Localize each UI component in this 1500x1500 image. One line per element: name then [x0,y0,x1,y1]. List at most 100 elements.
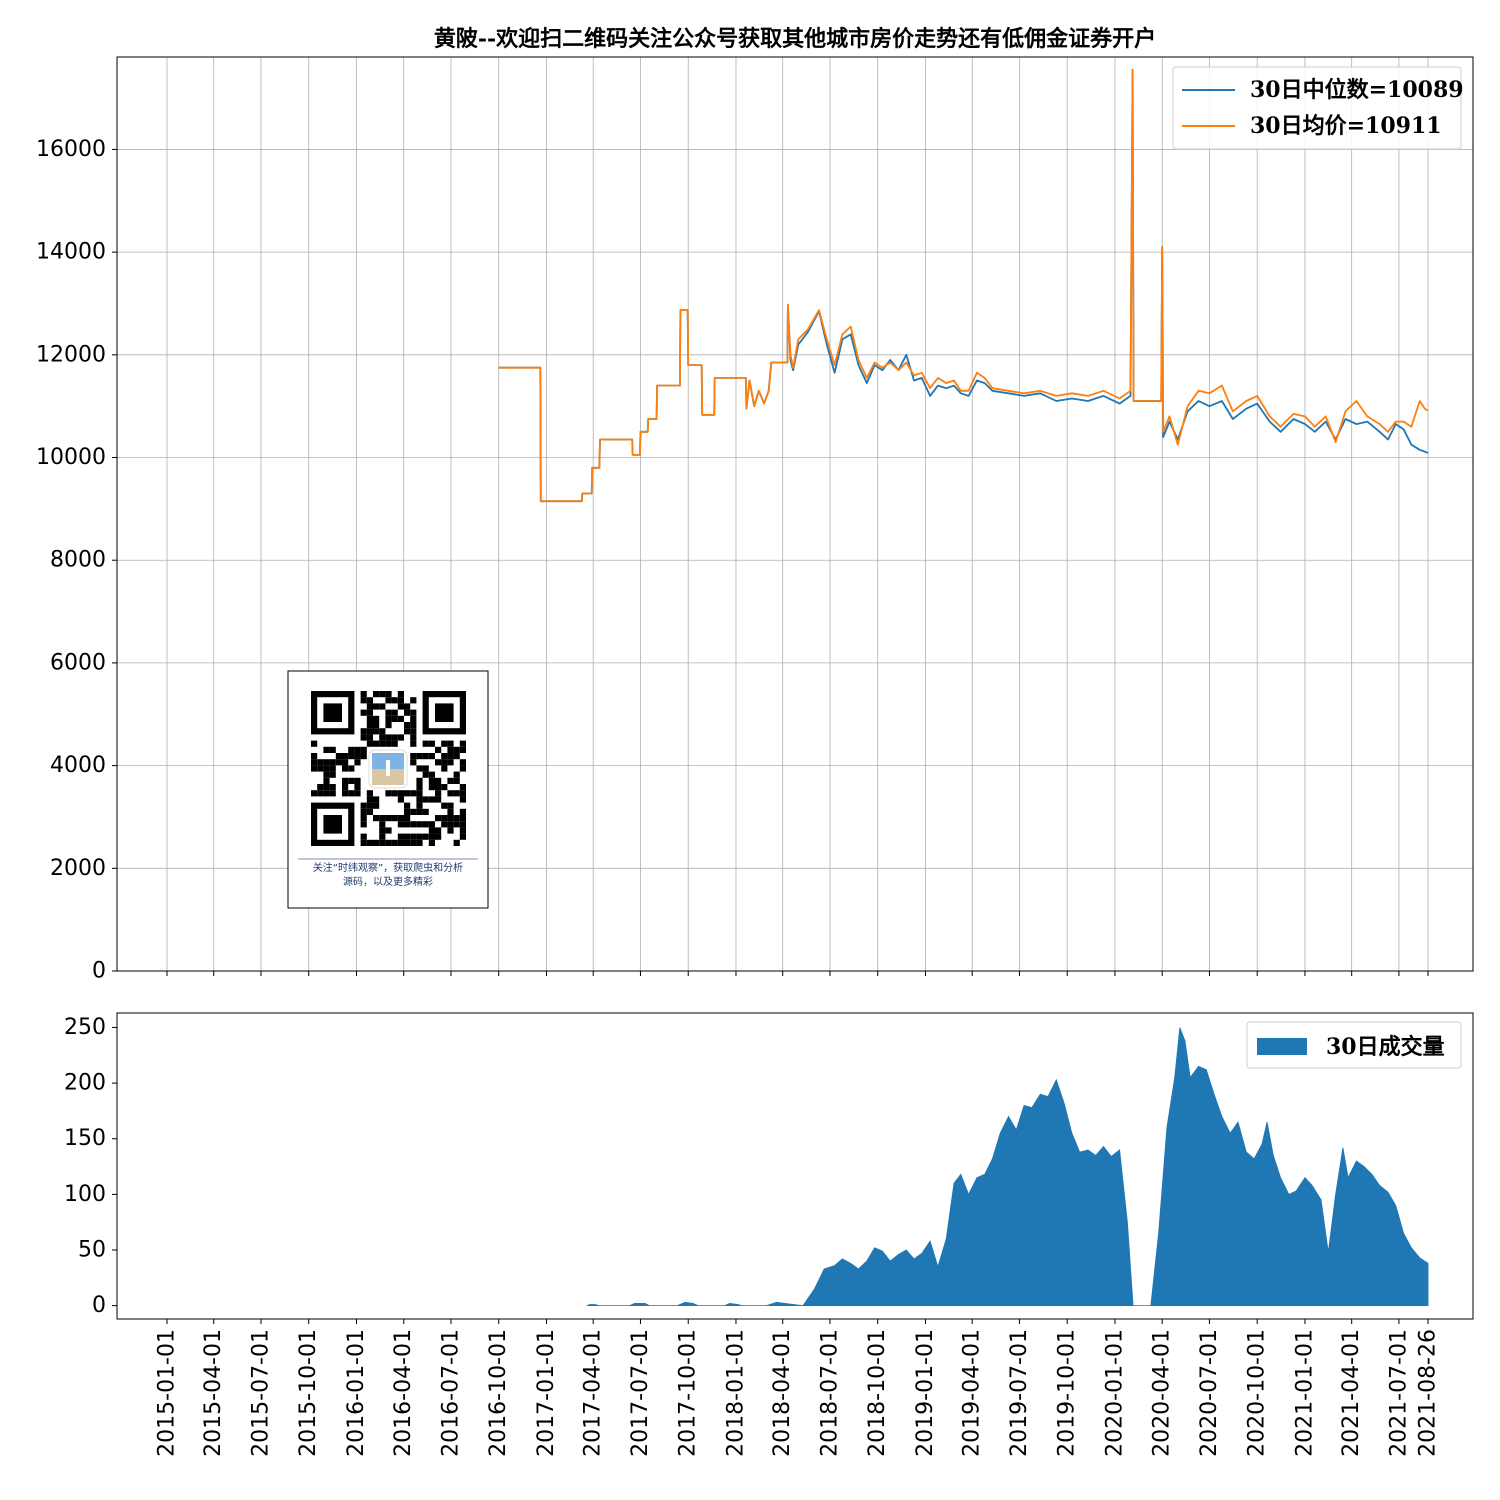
qr-module [385,815,392,822]
qr-module [397,697,404,704]
x-tick-label: 2017-07-01 [628,1329,653,1457]
price-series [498,68,1429,503]
qr-module [435,746,442,753]
qr-module [342,765,349,772]
x-tick-label: 2021-01-01 [1292,1329,1317,1457]
qr-module [428,821,435,828]
qr-module [323,765,330,772]
qr-module [317,784,324,791]
qr-module [410,740,417,747]
qr-module [391,697,398,704]
qr-module [441,821,448,828]
qr-module [441,753,448,760]
qr-watermark: 关注“时纬观察”，获取爬虫和分析 源码，以及更多精彩 [287,670,489,909]
qr-module [410,709,417,716]
qr-module [397,715,404,722]
qr-module [428,740,435,747]
qr-module [342,753,349,760]
qr-module [410,734,417,741]
qr-module [391,839,398,846]
qr-module [410,833,417,840]
x-tick-label: 2019-01-01 [913,1329,938,1457]
qr-module [348,753,355,760]
price-y-tick-label: 2000 [50,856,106,881]
price-mean-line [498,68,1429,503]
x-tick-label: 2018-07-01 [817,1329,842,1457]
qr-module [422,765,429,772]
volume-y-tick-label: 200 [64,1071,106,1096]
qr-module [459,833,466,840]
qr-module [354,759,361,766]
legend-volume-swatch [1257,1038,1307,1055]
qr-module [416,821,423,828]
qr-module [447,815,454,822]
qr-module [416,753,423,760]
qr-module [348,790,355,797]
qr-module [379,728,386,735]
qr-module [422,771,429,778]
x-tick-label: 2018-04-01 [770,1329,795,1457]
qr-module [354,753,361,760]
qr-module [397,839,404,846]
qr-module [311,740,318,747]
qr-module [379,839,386,846]
price-legend: 30日中位数=10089 30日均价=10911 [1172,66,1464,150]
qr-module [453,821,460,828]
qr-module [435,815,442,822]
x-tick-label: 2016-10-01 [486,1329,511,1457]
qr-module [441,759,448,766]
qr-module [311,790,318,797]
qr-module [373,703,380,710]
qr-module [360,734,367,741]
qr-module [354,784,361,791]
qr-module [360,753,367,760]
x-tick-label: 2020-07-01 [1197,1329,1222,1457]
qr-module [447,759,454,766]
price-y-tick-label: 10000 [36,445,106,470]
qr-module [428,833,435,840]
price-x-tickmarks [166,971,1429,976]
qr-module [441,740,448,747]
qr-module [447,777,454,784]
qr-module [410,753,417,760]
qr-module [323,790,330,797]
price-y-tick-label: 14000 [36,240,106,265]
qr-module [435,827,442,834]
qr-module [385,691,392,698]
qr-module [410,821,417,828]
qr-module [453,777,460,784]
qr-module [441,765,448,772]
qr-module [453,753,460,760]
qr-module [404,808,411,815]
qr-module [385,697,392,704]
qr-module [366,722,373,729]
qr-module [354,777,361,784]
x-tick-label: 2018-01-01 [723,1329,748,1457]
qr-code-image [311,691,466,846]
x-tick-label: 2018-10-01 [865,1329,890,1457]
qr-module [422,740,429,747]
qr-module [410,839,417,846]
qr-module [404,839,411,846]
qr-module [428,839,435,846]
qr-module [366,703,373,710]
qr-module [366,715,373,722]
qr-module [397,790,404,797]
qr-module [453,815,460,822]
qr-module [435,759,442,766]
x-tick-label: 2016-07-01 [438,1329,463,1457]
qr-module [447,802,454,809]
qr-module [385,827,392,834]
price-y-tick-label: 8000 [50,548,106,573]
qr-module [428,753,435,760]
qr-module [385,709,392,716]
qr-module [397,833,404,840]
qr-module [335,753,342,760]
qr-module [416,833,423,840]
qr-finder-core [435,703,454,722]
qr-module [435,833,442,840]
qr-module [360,697,367,704]
price-y-tick-label: 0 [92,959,106,984]
qr-module [373,740,380,747]
qr-module [416,802,423,809]
